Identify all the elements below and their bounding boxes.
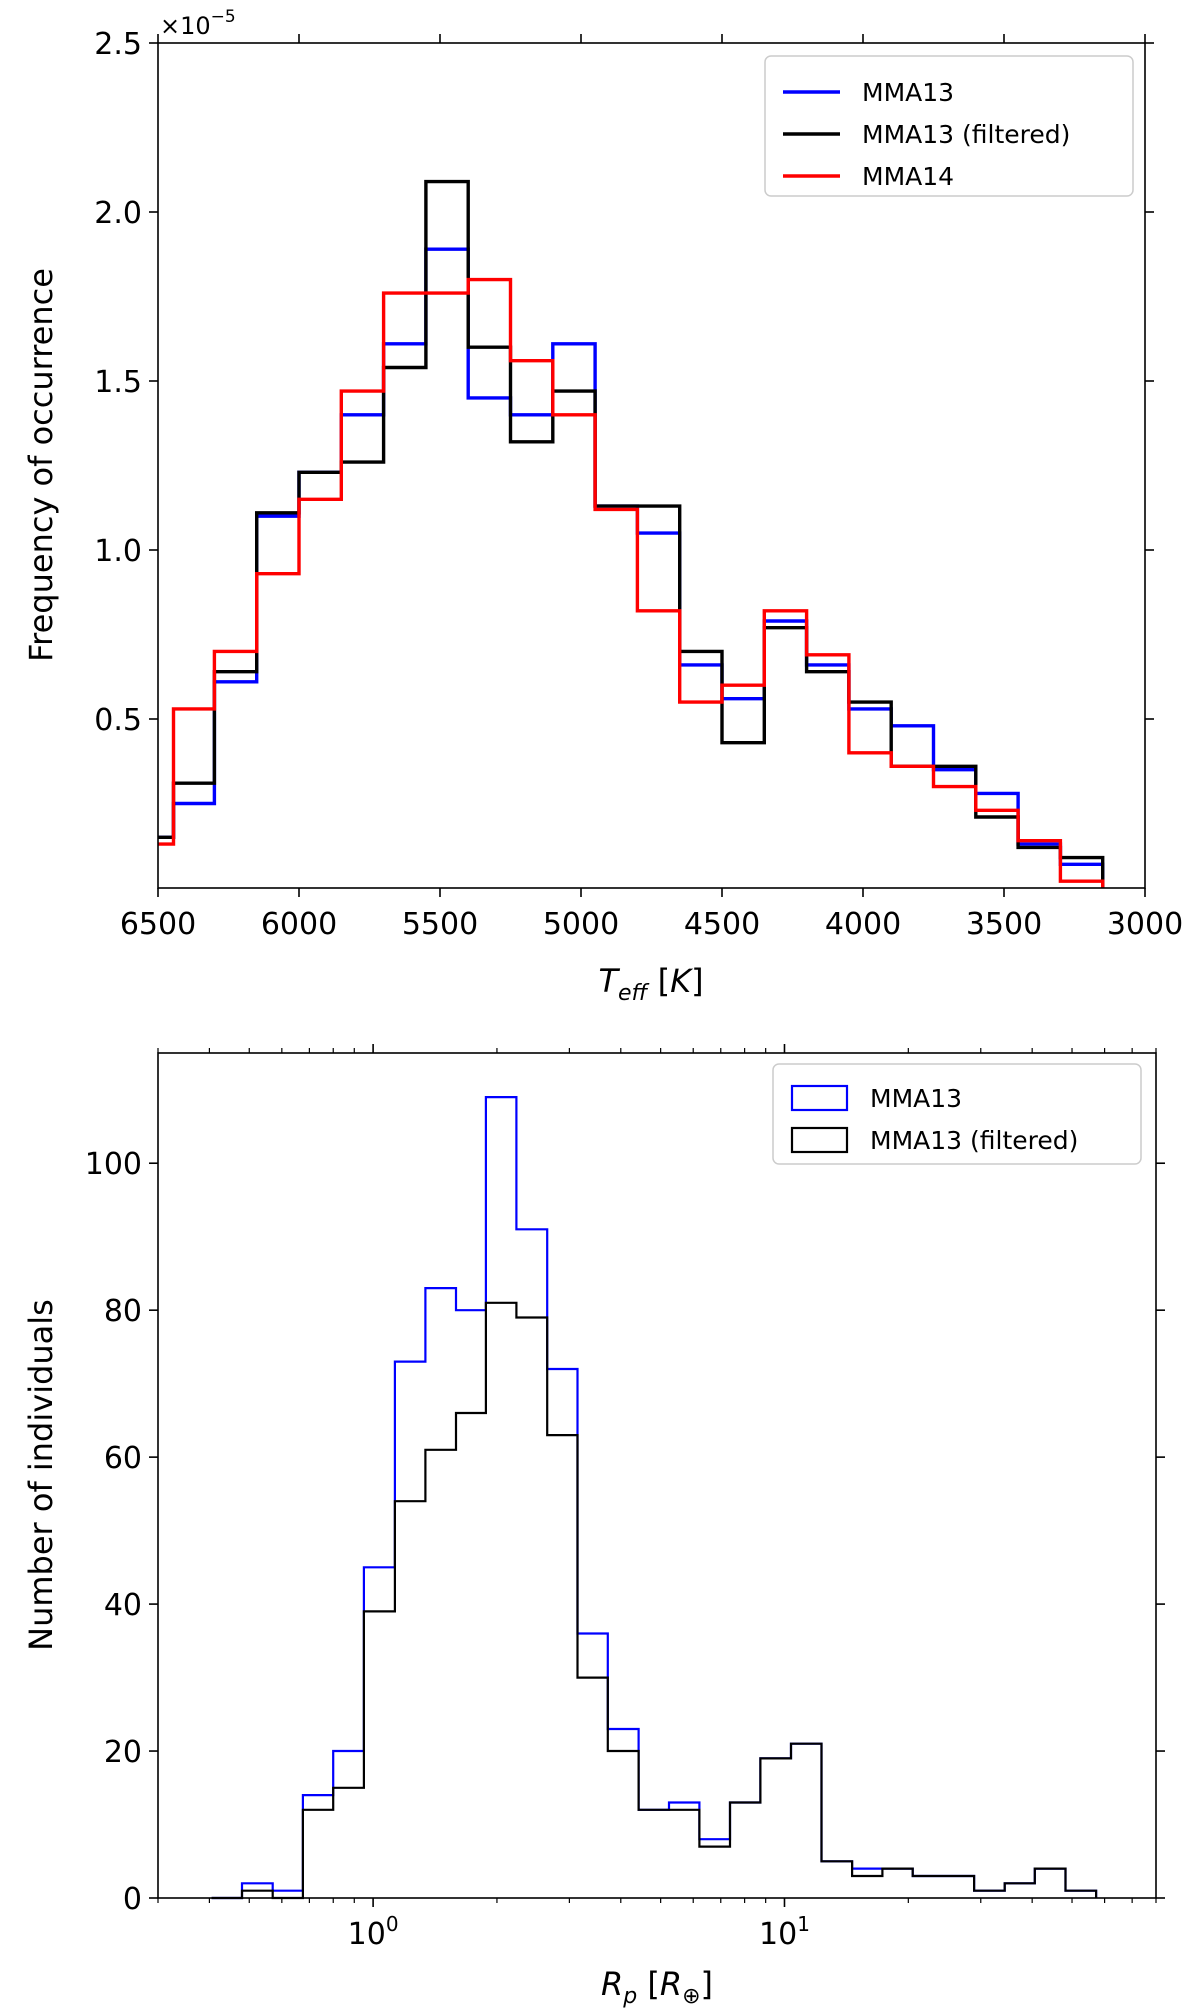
teff-histogram-chart: 6500 6000 5500 5000 4500 4000 3500 3000 0.5 1.0 1… <box>22 7 1183 1006</box>
teff-y-tick-label: 2.5 <box>94 27 142 62</box>
teff-x-tick-label: 5500 <box>402 907 478 942</box>
radius-legend-label: MMA13 (filtered) <box>870 1126 1078 1155</box>
teff-series-layer <box>158 179 1105 888</box>
radius-plot-frame <box>157 1052 1157 1899</box>
radius-x-axis-label: Rp [R⊕] <box>601 1965 713 2009</box>
radius-y-tick-label: 80 <box>104 1294 142 1329</box>
teff-legend-label: MMA14 <box>862 162 954 191</box>
radius-y-tick-label: 0 <box>123 1882 142 1917</box>
radius-y-tick-label: 40 <box>104 1588 142 1623</box>
teff-x-tick: 3000 <box>1107 34 1183 942</box>
teff-x-tick-label: 5000 <box>543 907 619 942</box>
teff-x-tick: 4000 <box>825 34 901 942</box>
teff-legend-frame <box>764 55 1134 197</box>
radius-series-layer <box>211 1096 1098 1900</box>
teff-x-tick-label: 4500 <box>684 907 760 942</box>
radius-legend-label: MMA13 <box>870 1084 962 1113</box>
teff-series-line-3 <box>158 277 1105 888</box>
radius-legend-entry: MMA13 <box>790 1084 962 1113</box>
radius-y-tick: 0 <box>123 1882 1165 1917</box>
radius-series-line-2 <box>211 1301 1098 1900</box>
teff-y-tick-label: 1.5 <box>94 365 142 400</box>
radius-y-tick: 20 <box>104 1735 1165 1770</box>
radius-legend-frame <box>772 1063 1142 1165</box>
teff-legend-entry: MMA14 <box>783 162 954 191</box>
radius-y-tick-label: 100 <box>85 1147 142 1182</box>
radius-y-tick: 40 <box>104 1588 1165 1623</box>
teff-y-offset-text: ×10−5 <box>160 7 236 40</box>
teff-x-axis-label: Teff [K] <box>598 962 703 1006</box>
radius-y-tick-label: 20 <box>104 1735 142 1770</box>
radius-x-tick-label: 100 <box>348 1912 399 1952</box>
radius-legend-swatch <box>790 1126 849 1154</box>
teff-y-tick: 2.0 <box>94 196 1154 231</box>
teff-legend-entry: MMA13 <box>783 78 954 107</box>
radius-legend-swatch <box>790 1084 849 1112</box>
teff-x-tick: 4500 <box>684 34 760 942</box>
radius-y-tick-label: 60 <box>104 1441 142 1476</box>
teff-y-axis-label: Frequency of occurrence <box>22 268 60 662</box>
teff-y-tick-label: 1.0 <box>94 534 142 569</box>
teff-plot-frame <box>157 42 1146 889</box>
teff-x-tick-label: 4000 <box>825 907 901 942</box>
teff-x-tick: 6500 <box>120 34 196 942</box>
teff-y-tick: 0.5 <box>94 703 1154 738</box>
radius-histogram-chart: 100 101 0 20 40 60 80 100 Rp [R⊕] Number of in… <box>22 1044 1165 2009</box>
radius-y-tick: 60 <box>104 1441 1165 1476</box>
teff-y-tick: 1.5 <box>94 365 1154 400</box>
teff-legend-entry: MMA13 (filtered) <box>783 120 1070 149</box>
radius-legend: MMA13 MMA13 (filtered) <box>772 1063 1142 1165</box>
teff-y-ticks: 0.5 1.0 1.5 2.0 2.5 <box>94 27 1154 738</box>
radius-x-tick-label: 101 <box>759 1912 810 1952</box>
teff-x-tick-label: 6500 <box>120 907 196 942</box>
teff-x-tick: 5000 <box>543 34 619 942</box>
teff-legend: MMA13 MMA13 (filtered) MMA14 <box>764 55 1134 197</box>
teff-x-tick: 6000 <box>261 34 337 942</box>
teff-x-tick-label: 6000 <box>261 907 337 942</box>
radius-legend-entry: MMA13 (filtered) <box>790 1126 1078 1155</box>
radius-y-tick: 100 <box>85 1147 1165 1182</box>
teff-legend-label: MMA13 <box>862 78 954 107</box>
teff-y-tick-label: 0.5 <box>94 703 142 738</box>
teff-legend-label: MMA13 (filtered) <box>862 120 1070 149</box>
teff-x-ticks: 6500 6000 5500 5000 4500 4000 3500 3000 <box>120 34 1183 942</box>
teff-x-tick-label: 3000 <box>1107 907 1183 942</box>
teff-x-tick-label: 3500 <box>966 907 1042 942</box>
teff-y-tick-label: 2.0 <box>94 196 142 231</box>
radius-y-ticks: 0 20 40 60 80 100 <box>85 1147 1165 1917</box>
radius-y-axis-label: Number of individuals <box>22 1299 60 1651</box>
radius-y-tick: 80 <box>104 1294 1165 1329</box>
teff-x-tick: 3500 <box>966 34 1042 942</box>
teff-y-tick: 2.5 <box>94 27 1154 62</box>
teff-y-tick: 1.0 <box>94 534 1154 569</box>
teff-x-tick: 5500 <box>402 34 478 942</box>
radius-x-ticks: 100 101 <box>157 1044 1157 1952</box>
